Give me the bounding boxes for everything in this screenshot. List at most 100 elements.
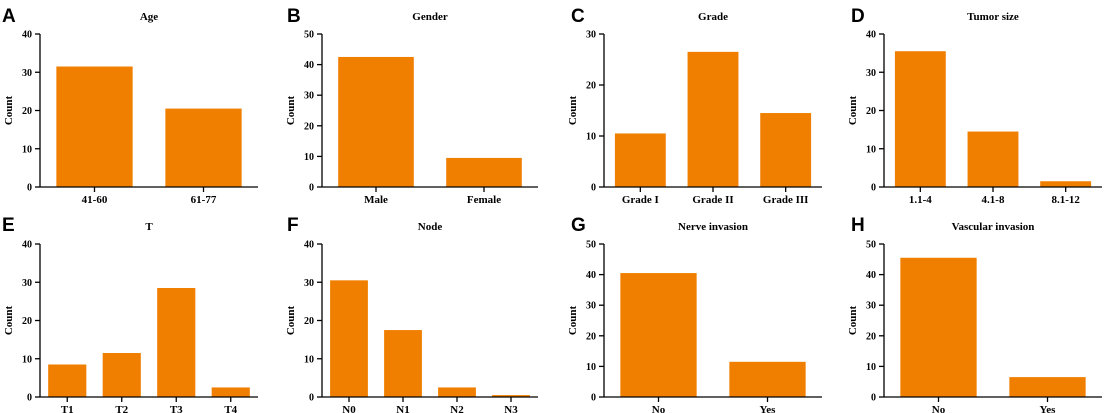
y-tick-label: 30 bbox=[304, 91, 314, 102]
panel-d: D Tumor size Count 0 10 20 30 40 1.1-4 4.1-8 8.1-1… bbox=[847, 6, 1102, 206]
y-tick-label: 10 bbox=[866, 362, 876, 373]
bar bbox=[967, 131, 1019, 187]
y-tick-label: 0 bbox=[27, 183, 32, 194]
y-tick-label: 40 bbox=[866, 270, 876, 281]
chart-title: Tumor size bbox=[967, 11, 1019, 23]
y-tick-label: 10 bbox=[586, 362, 596, 373]
bar bbox=[687, 51, 739, 187]
y-tick-label: 30 bbox=[866, 301, 876, 312]
y-tick-label: 20 bbox=[866, 331, 876, 342]
panel-letter: F bbox=[287, 215, 299, 236]
bar bbox=[384, 330, 422, 397]
y-tick-label: 10 bbox=[22, 354, 32, 365]
bar bbox=[1009, 377, 1086, 397]
x-tick-label: Yes bbox=[1040, 404, 1057, 413]
y-tick-label: 30 bbox=[304, 278, 314, 289]
y-tick-label: 50 bbox=[866, 240, 876, 251]
bar bbox=[1040, 181, 1092, 187]
y-tick-label: 40 bbox=[22, 240, 32, 251]
x-tick-label: Yes bbox=[760, 404, 777, 413]
y-tick-label: 20 bbox=[304, 121, 314, 132]
y-tick-label: 40 bbox=[586, 270, 596, 281]
bar bbox=[614, 133, 666, 187]
x-tick-label: 41-60 bbox=[82, 194, 108, 206]
y-tick-label: 10 bbox=[304, 152, 314, 163]
bar bbox=[900, 257, 977, 397]
bar bbox=[165, 108, 242, 187]
chart-title: Node bbox=[418, 221, 443, 233]
y-axis-label: Count bbox=[285, 95, 297, 125]
panel-letter: G bbox=[571, 215, 586, 236]
y-axis-label: Count bbox=[3, 95, 15, 125]
x-tick-label: N2 bbox=[450, 404, 464, 413]
y-tick-label: 0 bbox=[309, 183, 314, 194]
bar bbox=[211, 387, 250, 397]
x-tick-label: Male bbox=[364, 194, 388, 206]
chart-title: Vascular invasion bbox=[952, 221, 1035, 233]
panel-e: E T Count 0 10 20 30 40 T1 T2 T3 T4 bbox=[2, 215, 258, 413]
y-tick-label: 0 bbox=[309, 393, 314, 404]
bar bbox=[338, 56, 414, 188]
x-tick-label: N0 bbox=[342, 404, 356, 413]
x-tick-label: Grade III bbox=[763, 194, 809, 206]
panel-letter: H bbox=[851, 215, 865, 236]
x-tick-label: 8.1-12 bbox=[1051, 194, 1080, 206]
x-tick-label: T1 bbox=[61, 404, 74, 413]
bar bbox=[894, 51, 946, 188]
bar bbox=[492, 395, 530, 397]
bar bbox=[157, 287, 196, 397]
bar bbox=[330, 280, 368, 397]
y-tick-label: 40 bbox=[304, 240, 314, 251]
x-tick-label: 1.1-4 bbox=[909, 194, 932, 206]
y-tick-label: 30 bbox=[586, 301, 596, 312]
y-axis-label: Count bbox=[285, 305, 297, 335]
panel-g: G Nerve invasion Count 0 10 20 30 40 50 No Yes bbox=[567, 215, 822, 413]
chart-title: T bbox=[145, 221, 153, 233]
bar bbox=[760, 113, 812, 187]
bar bbox=[48, 364, 87, 397]
x-tick-label: T4 bbox=[224, 404, 237, 413]
bar bbox=[438, 387, 476, 397]
y-tick-label: 10 bbox=[22, 144, 32, 155]
x-tick-label: Grade II bbox=[692, 194, 733, 206]
panel-letter: B bbox=[287, 6, 301, 27]
chart-title: Gender bbox=[412, 11, 448, 23]
x-tick-label: Female bbox=[467, 194, 501, 206]
y-axis-label: Count bbox=[847, 95, 859, 125]
panel-letter: A bbox=[2, 6, 16, 27]
y-axis-label: Count bbox=[3, 305, 15, 335]
bar bbox=[729, 361, 806, 397]
y-tick-label: 0 bbox=[591, 183, 596, 194]
x-tick-label: 61-77 bbox=[191, 194, 217, 206]
y-tick-label: 40 bbox=[866, 30, 876, 41]
y-axis-label: Count bbox=[567, 95, 579, 125]
y-tick-label: 0 bbox=[871, 393, 876, 404]
y-tick-label: 50 bbox=[586, 240, 596, 251]
y-tick-label: 10 bbox=[586, 132, 596, 143]
y-tick-label: 20 bbox=[586, 81, 596, 92]
bar bbox=[446, 157, 522, 187]
y-tick-label: 40 bbox=[22, 30, 32, 41]
y-tick-label: 30 bbox=[586, 30, 596, 41]
x-tick-label: Grade I bbox=[622, 194, 659, 206]
x-tick-label: N3 bbox=[504, 404, 518, 413]
bar bbox=[56, 66, 133, 187]
panel-h: H Vascular invasion Count 0 10 20 30 40 50 No Yes bbox=[847, 215, 1102, 413]
y-tick-label: 20 bbox=[22, 106, 32, 117]
y-tick-label: 10 bbox=[304, 354, 314, 365]
x-tick-label: No bbox=[932, 404, 946, 413]
x-tick-label: N1 bbox=[396, 404, 409, 413]
chart-title: Age bbox=[140, 11, 158, 23]
chart-title: Grade bbox=[698, 11, 728, 23]
y-tick-label: 0 bbox=[591, 393, 596, 404]
y-tick-label: 20 bbox=[586, 331, 596, 342]
panel-letter: D bbox=[851, 6, 865, 27]
x-tick-label: T2 bbox=[115, 404, 128, 413]
x-tick-label: T3 bbox=[170, 404, 183, 413]
y-tick-label: 40 bbox=[304, 60, 314, 71]
y-tick-label: 20 bbox=[866, 106, 876, 117]
y-tick-label: 0 bbox=[27, 393, 32, 404]
panel-b: B Gender Count 0 10 20 30 40 50 Male Female bbox=[285, 6, 538, 206]
y-tick-label: 30 bbox=[22, 68, 32, 79]
